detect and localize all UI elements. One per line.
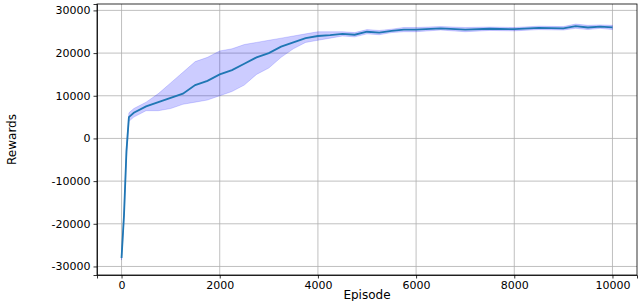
tick-label: -30000 xyxy=(52,260,91,273)
x-axis-title: Episode xyxy=(343,288,390,301)
grid-line xyxy=(97,53,637,54)
tick: 20000 xyxy=(56,47,98,60)
tick-mark xyxy=(318,275,319,279)
grid-line xyxy=(514,4,515,275)
grid-line xyxy=(317,4,318,275)
tick-mark xyxy=(122,275,123,279)
tick: -20000 xyxy=(52,218,97,231)
grid xyxy=(97,4,637,275)
tick-mark xyxy=(94,96,98,97)
tick-label: 2000 xyxy=(206,279,234,292)
chart: 0 2000 4000 6000 8000 10000 -30000 -20000 -10000… xyxy=(0,0,640,301)
tick-label: 10000 xyxy=(595,279,630,292)
tick-mark xyxy=(94,53,98,54)
axis-line xyxy=(98,276,638,279)
tick-mark xyxy=(94,138,98,139)
axis-line xyxy=(94,5,98,276)
tick-label: 6000 xyxy=(403,279,431,292)
tick: -10000 xyxy=(52,175,97,188)
tick-mark xyxy=(94,181,98,182)
tick-label: 4000 xyxy=(304,279,332,292)
tick-mark xyxy=(612,275,613,279)
grid-line xyxy=(97,181,637,182)
tick-label: 0 xyxy=(84,132,91,145)
tick-label: 20000 xyxy=(56,47,91,60)
tick-label: 10000 xyxy=(56,90,91,103)
tick-label: -20000 xyxy=(52,218,91,231)
y-axis-title: Rewards xyxy=(5,114,19,165)
tick: 10000 xyxy=(595,275,630,292)
grid-line xyxy=(219,4,220,275)
tick-label: 8000 xyxy=(501,279,529,292)
grid-line xyxy=(97,223,637,224)
tick: 8000 xyxy=(501,275,529,292)
y-axis: -30000 -20000 -10000 0 10000 20000 30000 xyxy=(52,4,98,275)
tick-mark xyxy=(220,275,221,279)
tick-label: -10000 xyxy=(52,175,91,188)
tick-mark xyxy=(514,275,515,279)
tick: -30000 xyxy=(52,260,97,273)
plot: 0 2000 4000 6000 8000 10000 -30000 -20000 -10000… xyxy=(52,4,638,292)
tick-label: 0 xyxy=(119,279,126,292)
tick: 10000 xyxy=(56,90,98,103)
tick: 4000 xyxy=(304,275,332,292)
line xyxy=(122,26,613,258)
tick-mark xyxy=(94,224,98,225)
grid-line xyxy=(416,4,417,275)
tick: 0 xyxy=(119,275,126,292)
tick-mark xyxy=(416,275,417,279)
data-area xyxy=(122,24,613,260)
tick: 6000 xyxy=(403,275,431,292)
tick: 0 xyxy=(84,132,98,145)
grid-line xyxy=(121,4,122,275)
tick-label: 30000 xyxy=(56,4,91,17)
grid-line xyxy=(97,266,637,267)
tick-mark xyxy=(94,266,98,267)
tick: 2000 xyxy=(206,275,234,292)
grid-line xyxy=(97,10,637,11)
grid-line xyxy=(612,4,613,275)
tick: 30000 xyxy=(56,4,98,17)
grid-line xyxy=(97,138,637,139)
frame xyxy=(97,4,637,275)
tick-mark xyxy=(94,10,98,11)
band xyxy=(122,24,613,260)
